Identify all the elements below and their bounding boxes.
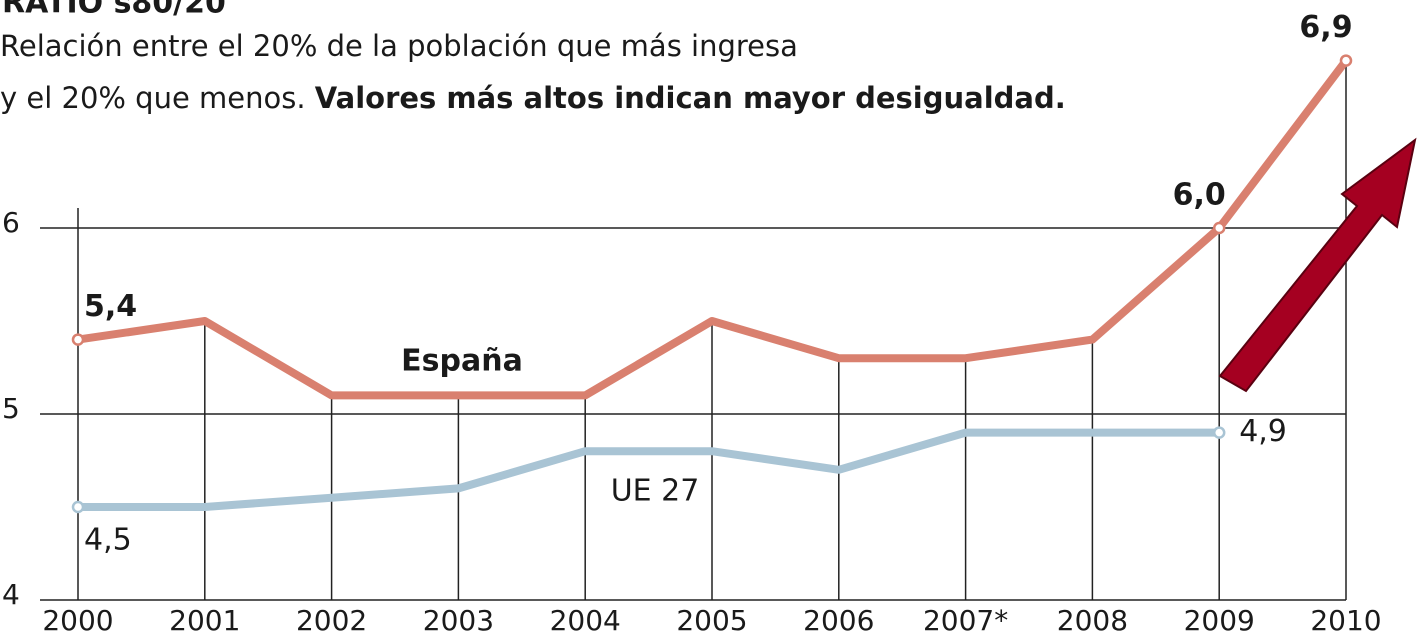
series-label: UE 27 [611, 474, 700, 509]
point-marker [1212, 221, 1226, 235]
point-marker [71, 500, 85, 514]
x-tick-label: 2004 [550, 604, 621, 637]
data-label: 6,9 [1299, 10, 1352, 45]
plot: 4 5 6 2000 2001 2002 2003 2004 2005 2006 2007* 2008… [2, 10, 1382, 637]
x-tick-label: 2007* [923, 604, 1008, 637]
data-label: 5,4 [84, 289, 137, 324]
x-tick-label: 2000 [42, 604, 113, 637]
point-marker [1339, 54, 1353, 67]
x-tick-label: 2002 [296, 604, 367, 637]
point-marker [1212, 426, 1226, 439]
y-tick-label: 4 [2, 578, 20, 611]
data-label: 4,5 [84, 523, 132, 558]
arrow [1218, 137, 1417, 393]
x-tick-label: 2010 [1310, 604, 1381, 637]
x-tick-label: 2009 [1184, 604, 1255, 637]
x-tick-label: 2003 [423, 604, 494, 637]
y-tick-label: 6 [2, 206, 20, 239]
x-tick-label: 2005 [676, 604, 747, 637]
subtitle-emphasis: Valores más altos indican mayor desigual… [315, 81, 1066, 115]
x-tick-label: 2001 [169, 604, 240, 637]
x-tick-label: 2008 [1057, 604, 1128, 637]
series-label: España [401, 344, 523, 379]
series-line [78, 428, 1220, 511]
subtitle: Relación entre el 20% de la población qu… [0, 29, 798, 63]
data-label: 6,0 [1173, 178, 1226, 213]
y-tick-label: 5 [2, 392, 20, 425]
subtitle-text: y el 20% que menos. [0, 81, 306, 115]
subtitle: y el 20% que menos. Valores más altos in… [0, 81, 1066, 115]
chart-title: RATIO s80/20 [2, 0, 226, 21]
series-line [77, 58, 1350, 400]
x-tick-label: 2006 [803, 604, 874, 637]
point-marker [71, 333, 85, 346]
data-label: 4,9 [1239, 414, 1287, 449]
